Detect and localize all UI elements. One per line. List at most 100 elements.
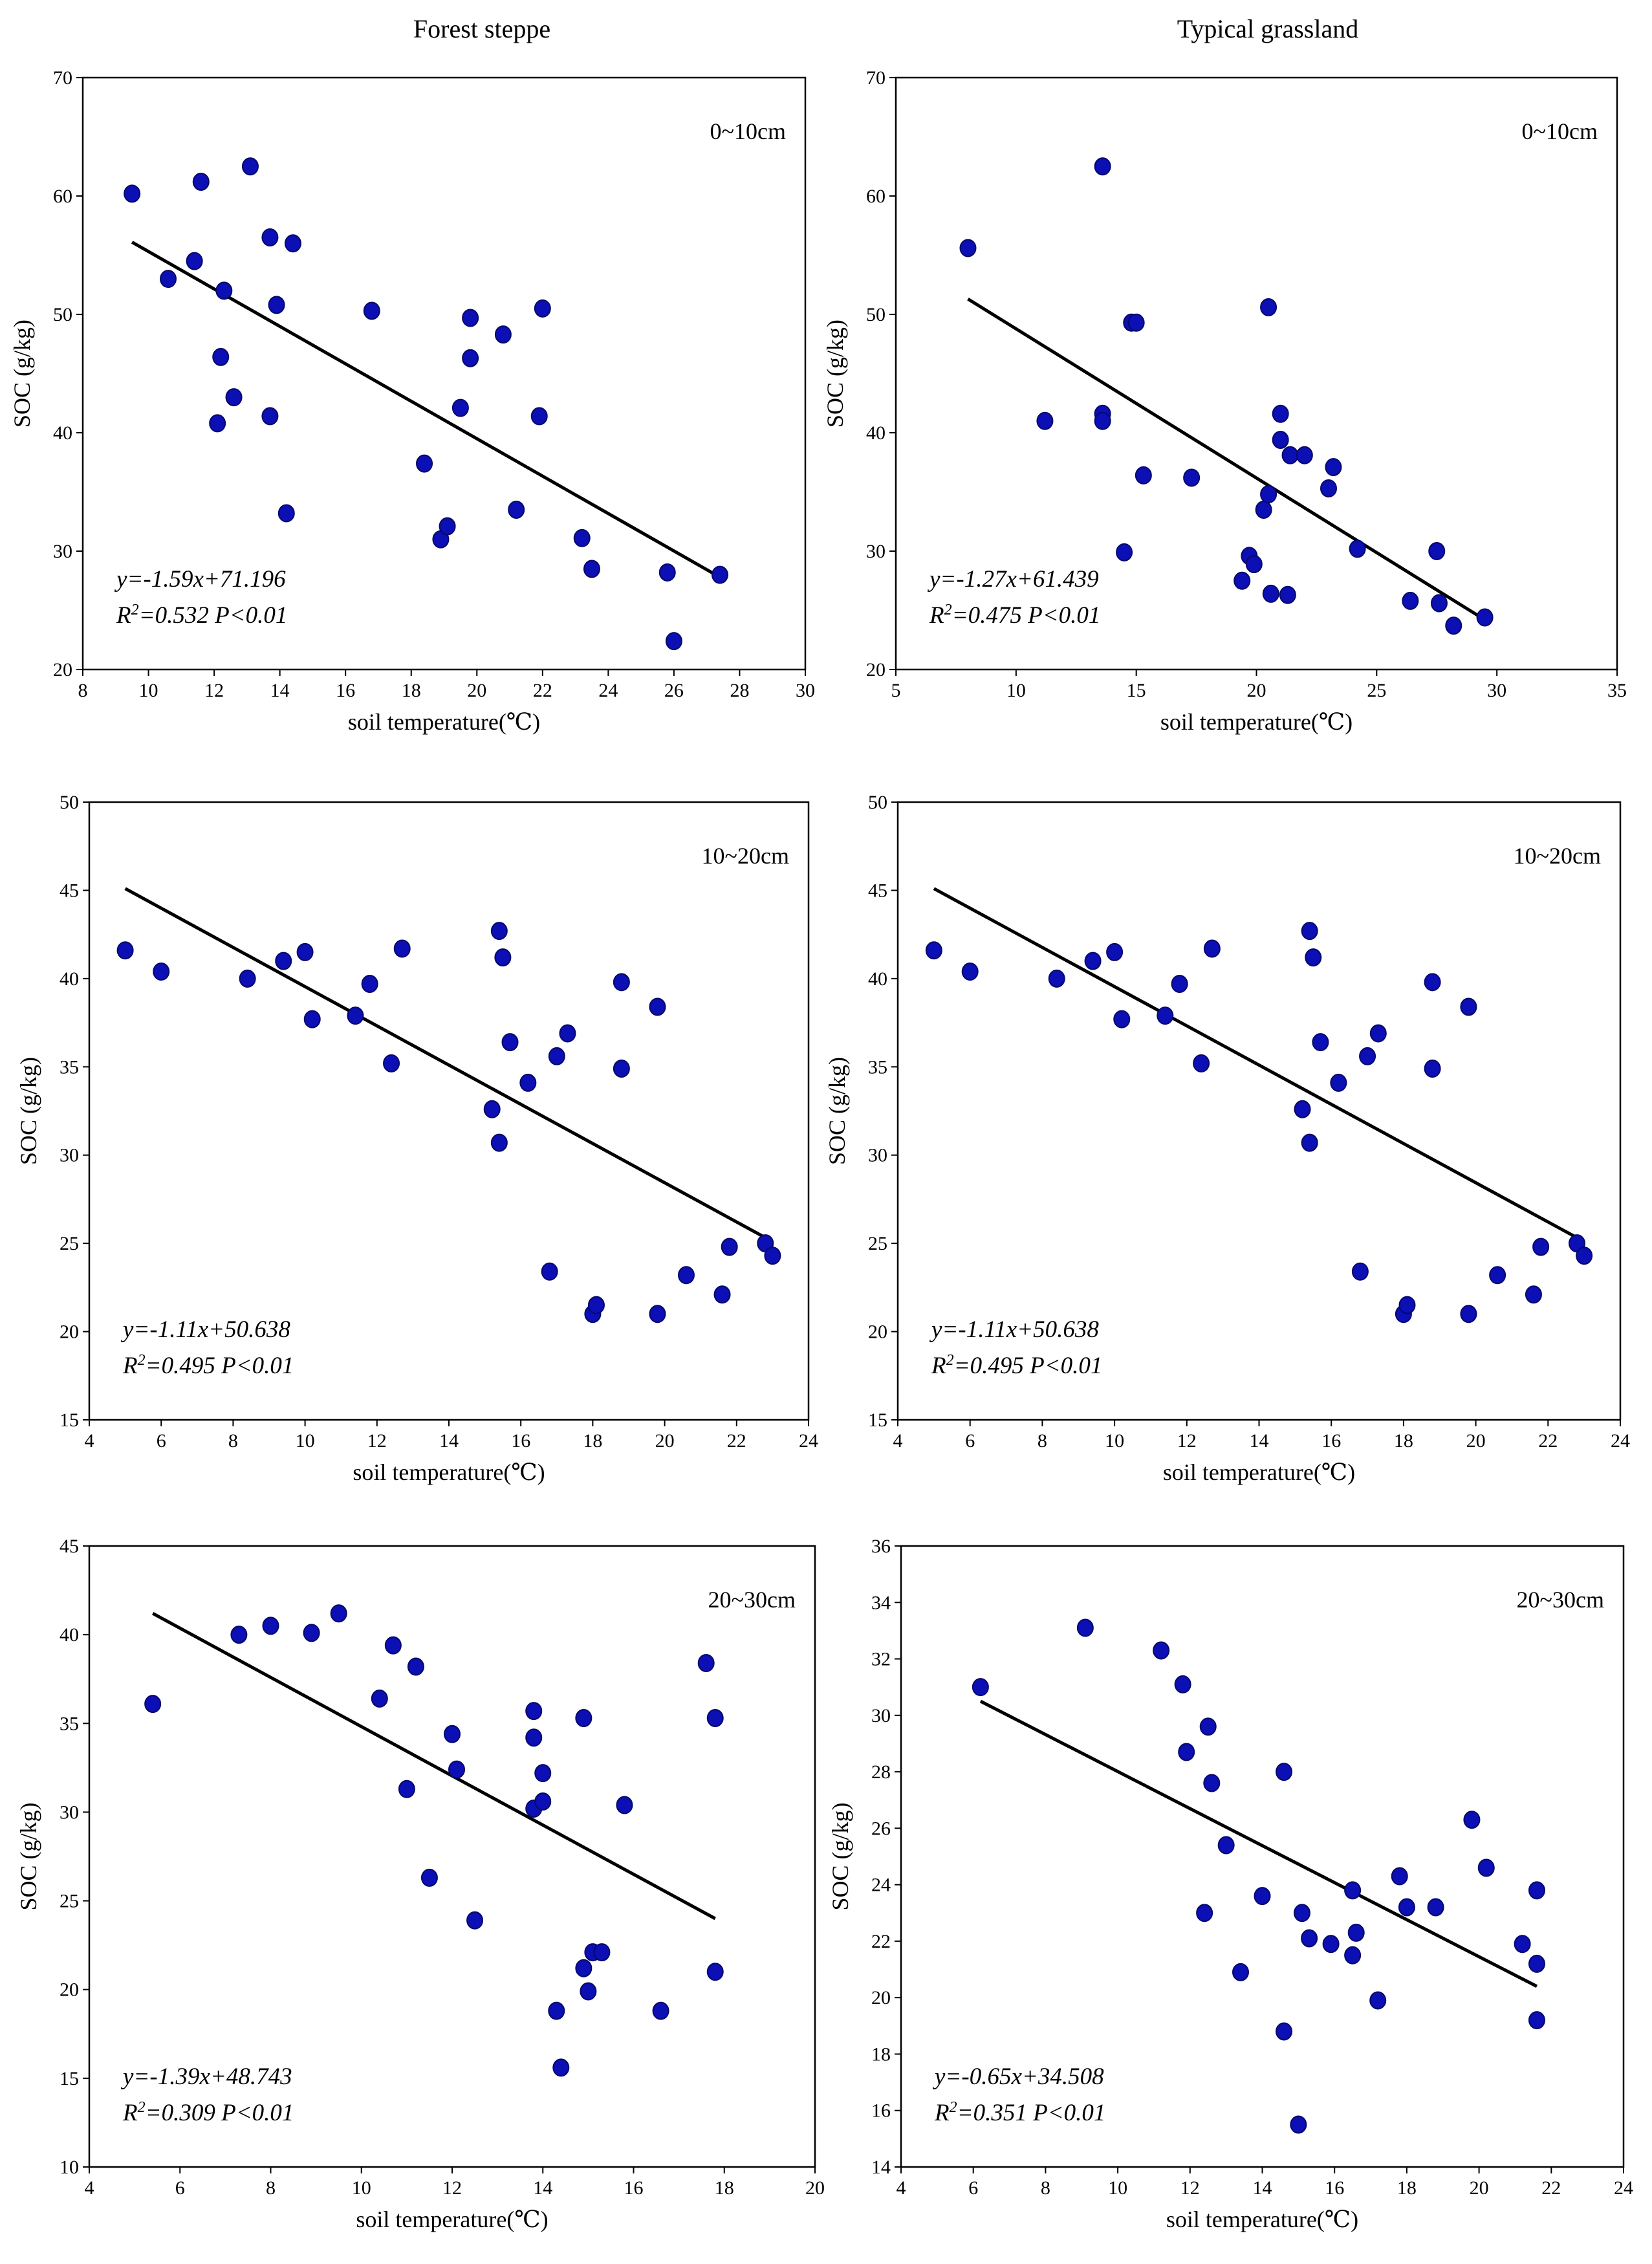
data-point	[548, 1047, 565, 1065]
data-point	[519, 1073, 537, 1092]
data-point	[1217, 1836, 1235, 1855]
data-point	[501, 1033, 519, 1052]
data-point	[1296, 446, 1313, 464]
y-tick-label: 30	[866, 541, 886, 562]
data-point	[451, 398, 469, 417]
r-squared-symbol: R	[934, 2100, 950, 2126]
y-tick-label: 40	[866, 422, 886, 444]
r-squared-annotation: R2=0.309 P<0.01	[122, 2099, 294, 2126]
r-squared-value: =0.475 P<0.01	[952, 602, 1101, 629]
data-point	[303, 1624, 320, 1642]
y-tick-label: 32	[871, 1649, 891, 1670]
data-point	[1576, 1246, 1593, 1265]
data-point	[1048, 969, 1065, 988]
data-point	[407, 1657, 424, 1676]
scatter-panel: 8 10 12 14 16 18 20 22 24 26 28 30 20 30 40 50 60 70 soil …	[9, 67, 815, 735]
data-point	[494, 948, 512, 967]
data-point	[448, 1760, 466, 1779]
y-tick-label: 50	[868, 792, 887, 813]
data-point	[284, 234, 301, 253]
y-axis-label: SOC (g/kg)	[822, 320, 848, 428]
regression-equation: y=-1.11x+50.638	[120, 1316, 290, 1343]
x-tick-label: 18	[1394, 1430, 1413, 1452]
data-point	[559, 1024, 576, 1043]
data-point	[1344, 1946, 1362, 1965]
data-point	[347, 1007, 364, 1025]
r-squared-exponent: 2	[138, 1352, 146, 1369]
data-point	[1532, 1237, 1550, 1256]
data-point	[1430, 594, 1448, 613]
data-point	[1445, 616, 1462, 635]
x-tick-label: 4	[897, 2177, 906, 2199]
data-point	[1322, 1935, 1340, 1954]
data-point	[160, 270, 177, 288]
data-point	[613, 973, 630, 992]
data-point	[371, 1689, 388, 1708]
x-tick-label: 6	[157, 1430, 166, 1452]
data-point	[1347, 1923, 1365, 1942]
x-tick-label: 12	[442, 2177, 462, 2199]
r-squared-exponent: 2	[131, 602, 139, 618]
r-squared-symbol: R	[931, 1353, 946, 1379]
x-axis-label: soil temperature(℃)	[1166, 2206, 1358, 2232]
data-point	[275, 952, 292, 970]
regression-line	[933, 887, 1585, 1243]
scatter-panel: 4 6 8 10 12 14 16 18 20 22 24 15 20 25 30 35 40 45 50 soil …	[16, 792, 818, 1485]
y-tick-label: 20	[866, 659, 886, 680]
data-point	[959, 239, 977, 257]
y-tick-label: 50	[60, 792, 79, 813]
y-tick-label: 20	[60, 1979, 79, 2001]
y-axis-label: SOC (g/kg)	[16, 1802, 41, 1910]
x-tick-label: 10	[1105, 1430, 1124, 1452]
data-point	[575, 1959, 592, 1977]
r-squared-symbol: R	[122, 1353, 138, 1379]
data-point	[1359, 1047, 1376, 1065]
data-point	[1171, 975, 1188, 994]
regression-equation: y=-0.65x+34.508	[932, 2063, 1104, 2090]
y-tick-label: 30	[868, 1145, 887, 1166]
y-axis-label: SOC (g/kg)	[16, 1057, 41, 1165]
y-tick-label: 20	[60, 1322, 79, 1343]
x-axis-label: soil temperature(℃)	[356, 2206, 548, 2232]
data-point	[525, 1702, 543, 1721]
data-point	[616, 1796, 633, 1814]
y-tick-label: 25	[868, 1233, 887, 1254]
data-point	[1428, 542, 1446, 560]
x-tick-label: 16	[1325, 2177, 1344, 2199]
data-point	[1116, 543, 1133, 561]
data-point	[1260, 485, 1277, 504]
y-axis-label: SOC (g/kg)	[827, 1802, 853, 1910]
data-point	[587, 1296, 605, 1314]
y-tick-label: 14	[871, 2157, 891, 2178]
data-point	[1174, 1675, 1191, 1693]
x-tick-label: 10	[139, 680, 158, 701]
x-tick-label: 18	[583, 1430, 602, 1452]
data-point	[1305, 948, 1322, 967]
data-point	[262, 1616, 279, 1635]
data-point	[1489, 1266, 1506, 1285]
data-point	[1294, 1100, 1311, 1118]
data-point	[1106, 942, 1124, 961]
y-tick-label: 24	[871, 1875, 891, 1896]
data-point	[1344, 1881, 1362, 1900]
data-point	[552, 2058, 570, 2077]
y-tick-label: 20	[868, 1322, 887, 1343]
data-point	[530, 407, 548, 426]
x-tick-label: 14	[439, 1430, 459, 1452]
y-tick-label: 40	[60, 968, 79, 990]
data-point	[1525, 1285, 1542, 1304]
data-point	[1528, 1954, 1545, 1973]
data-point	[1276, 2022, 1293, 2041]
data-point	[1290, 2115, 1307, 2134]
data-point	[439, 517, 456, 536]
depth-label: 20~30cm	[708, 1587, 796, 1613]
data-point	[384, 1636, 402, 1655]
data-point	[1301, 922, 1318, 941]
r-squared-exponent: 2	[944, 602, 952, 618]
x-tick-label: 20	[805, 2177, 825, 2199]
data-point	[209, 414, 226, 433]
x-tick-label: 10	[1108, 2177, 1127, 2199]
data-point	[613, 1060, 630, 1078]
x-tick-label: 22	[1538, 1430, 1558, 1452]
data-point	[1528, 2011, 1545, 2030]
